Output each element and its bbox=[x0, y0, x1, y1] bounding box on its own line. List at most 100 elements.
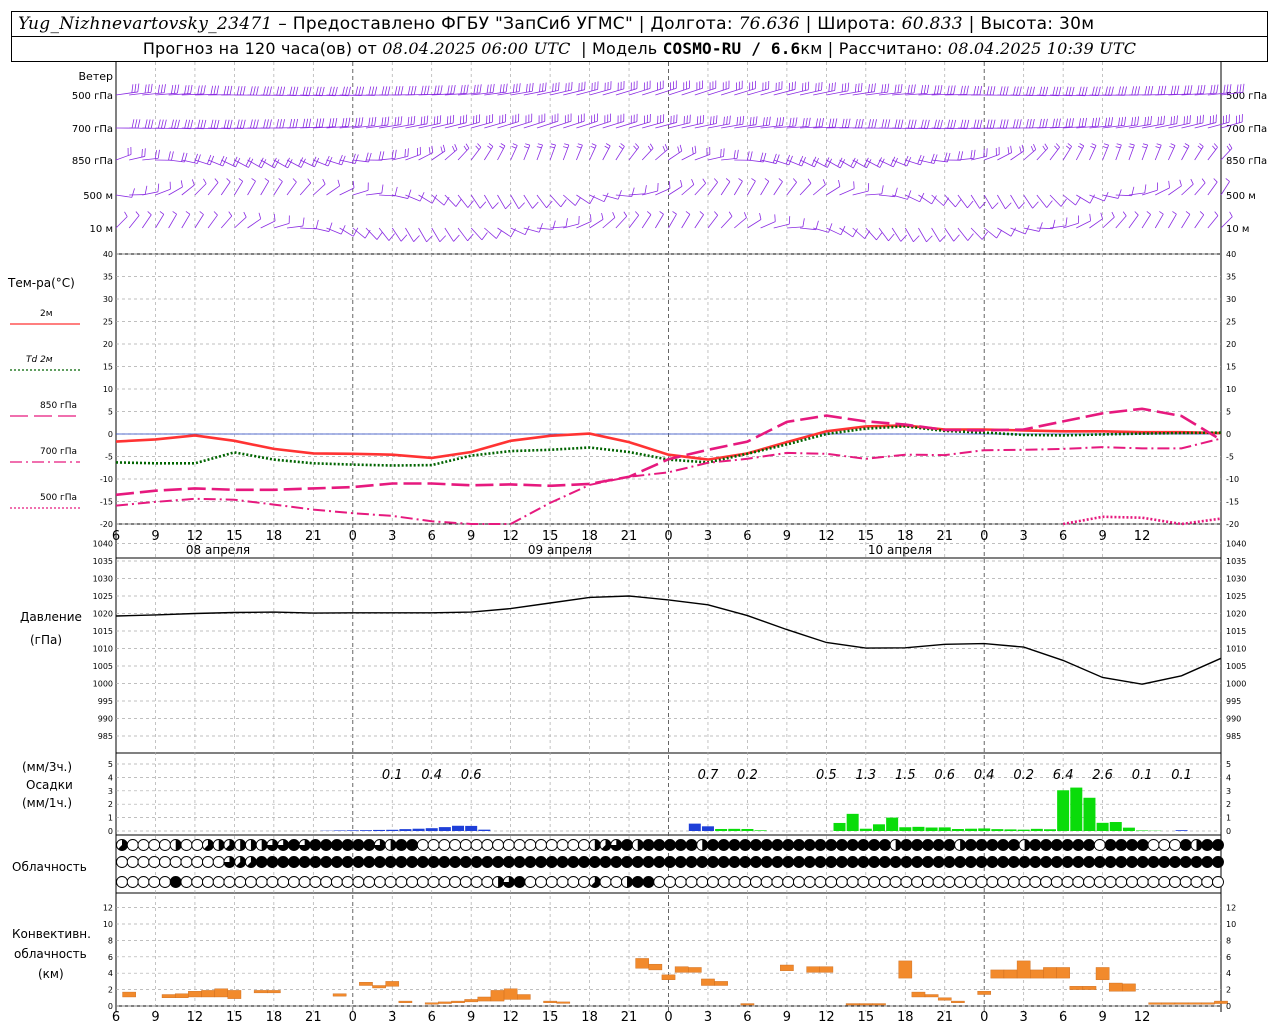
wind-barb-feather bbox=[466, 84, 469, 94]
wind-barb bbox=[1181, 143, 1190, 161]
wind-barb bbox=[484, 113, 507, 129]
wind-barb-shaft bbox=[642, 87, 664, 96]
conv-cloud-bar bbox=[951, 1000, 965, 1003]
wind-barb-feather bbox=[677, 146, 680, 153]
cloud-symbol bbox=[964, 839, 977, 851]
pressure-tick-right: 985 bbox=[1226, 732, 1241, 741]
pressure-tick-left: 1005 bbox=[93, 662, 113, 671]
wind-barb bbox=[405, 115, 429, 129]
hour-tick-label: 15 bbox=[858, 529, 875, 544]
cloud-circle bbox=[685, 839, 698, 851]
wind-barb-shaft bbox=[286, 181, 297, 196]
wind-barb-shaft bbox=[497, 121, 519, 129]
wind-barb-feather bbox=[387, 116, 390, 126]
wind-barb bbox=[247, 178, 256, 196]
wind-barb-feather bbox=[537, 143, 543, 146]
wind-barb-shaft bbox=[536, 90, 559, 96]
wind-barb-feather bbox=[378, 151, 382, 161]
wind-barb bbox=[483, 194, 499, 209]
conv-cloud-bar bbox=[543, 1000, 557, 1003]
cloud-symbol bbox=[1104, 876, 1117, 888]
wind-barb bbox=[365, 151, 385, 161]
conv-cloud-bar bbox=[227, 990, 242, 999]
conv-cloud-bar bbox=[174, 993, 189, 999]
wind-barb-feather bbox=[305, 118, 309, 128]
cloud-symbol bbox=[1136, 876, 1149, 888]
wind-barb-shaft bbox=[523, 194, 533, 209]
cloud-circle bbox=[492, 839, 505, 851]
cloud-circle bbox=[846, 856, 859, 868]
wind-barb-feather bbox=[147, 119, 151, 129]
wind-barb bbox=[983, 194, 999, 210]
wind-barb-feather bbox=[1019, 146, 1022, 153]
wind-barb-feather bbox=[894, 119, 898, 129]
wind-barb-feather bbox=[552, 220, 556, 230]
cloud-symbol bbox=[610, 856, 623, 868]
conv-cloud-bar bbox=[1201, 1002, 1215, 1005]
wind-barb-shaft bbox=[918, 93, 941, 96]
wind-barb bbox=[892, 190, 912, 200]
wind-barb-shaft bbox=[642, 190, 658, 196]
wind-barb-shaft bbox=[1220, 216, 1233, 229]
cloud-circle bbox=[750, 856, 762, 868]
conv-cloud-bar bbox=[516, 994, 531, 1000]
cloud-symbol bbox=[1126, 839, 1138, 851]
wind-barb bbox=[799, 178, 812, 196]
wind-barb-feather bbox=[187, 119, 191, 129]
wind-barb bbox=[168, 84, 193, 96]
cloud-symbol bbox=[621, 856, 633, 868]
precip-bar bbox=[399, 829, 412, 831]
wind-barb bbox=[273, 157, 293, 169]
precip-total-label: 0.5 bbox=[816, 768, 837, 783]
wind-barb-feather bbox=[328, 222, 333, 232]
wind-barb-shaft bbox=[576, 88, 598, 96]
wind-barb-feather bbox=[440, 85, 443, 95]
cloud-symbol bbox=[277, 839, 290, 851]
wind-barb-feather bbox=[1185, 211, 1191, 215]
wind-barb bbox=[391, 227, 408, 242]
wind-barb bbox=[681, 179, 695, 196]
cloud-circle bbox=[1104, 876, 1117, 888]
wind-barb bbox=[1010, 194, 1025, 209]
wind-barb bbox=[510, 143, 518, 161]
cloud-circle bbox=[320, 839, 333, 851]
cloud-symbol bbox=[900, 876, 913, 888]
wind-barb-feather bbox=[460, 85, 463, 94]
wind-barb-feather bbox=[264, 178, 270, 182]
temp-tick-right: 0 bbox=[1226, 430, 1231, 439]
cloud-symbol bbox=[760, 856, 773, 868]
wind-barb-shaft bbox=[918, 127, 941, 130]
wind-barb bbox=[431, 144, 446, 161]
cloud-circle bbox=[427, 876, 440, 888]
cloud-circle bbox=[1212, 876, 1224, 888]
cloud-circle bbox=[524, 876, 537, 888]
cloud-symbol bbox=[459, 839, 472, 851]
cloud-circle bbox=[835, 839, 848, 851]
cloud-circle bbox=[610, 856, 623, 868]
cloud-symbol bbox=[320, 876, 333, 888]
cloud-circle bbox=[599, 856, 612, 868]
wind-barb bbox=[207, 211, 218, 229]
cloud-circle bbox=[330, 839, 343, 851]
pressure-tick-right: 1015 bbox=[1226, 627, 1246, 636]
wind-barb-shaft bbox=[497, 194, 506, 210]
wind-barb bbox=[602, 212, 616, 229]
wind-barb bbox=[523, 143, 531, 161]
wind-barb-feather bbox=[394, 149, 397, 159]
wind-barb-feather bbox=[352, 180, 355, 189]
temp-tick-left: -15 bbox=[100, 498, 113, 507]
cloud-symbol bbox=[556, 839, 569, 851]
wind-barb-feather bbox=[976, 119, 980, 129]
wind-barb bbox=[536, 113, 559, 129]
cloud-circle bbox=[416, 876, 429, 888]
provider-text: – Предоставлено ФГБУ "ЗапСиб УГМС" bbox=[278, 14, 634, 34]
wind-barb-shaft bbox=[800, 227, 817, 231]
wind-barb-feather bbox=[437, 85, 440, 95]
wind-barb bbox=[550, 81, 573, 96]
cloud-symbol bbox=[406, 876, 419, 888]
cloud-symbol bbox=[116, 839, 128, 851]
wind-barb-feather bbox=[384, 116, 387, 126]
wind-barb-shaft bbox=[129, 91, 152, 96]
wind-barb-feather bbox=[834, 82, 836, 91]
wind-barb-shaft bbox=[247, 180, 256, 196]
